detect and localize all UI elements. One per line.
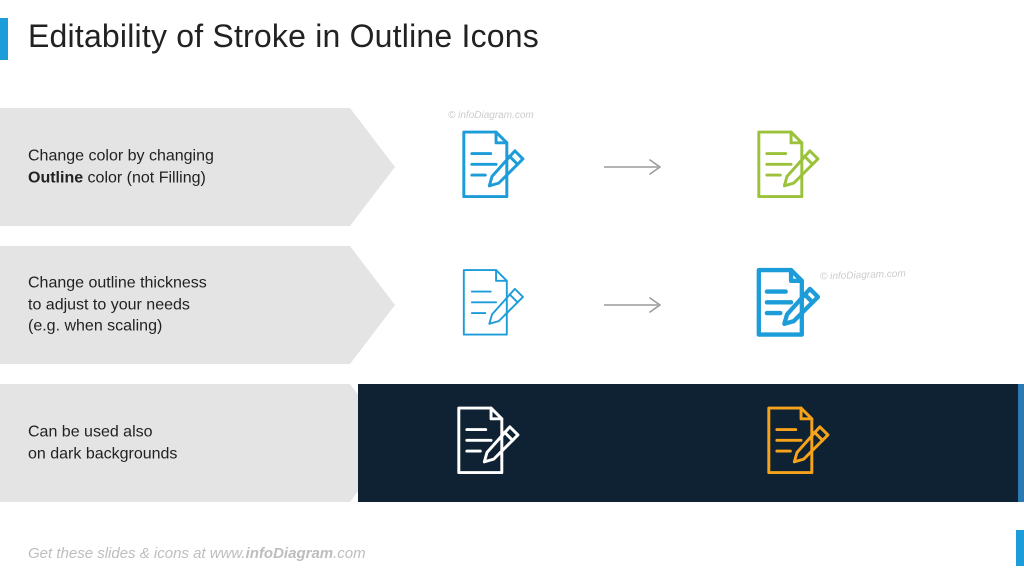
row-text: Can be used alsoon dark backgrounds: [28, 421, 177, 464]
page-title: Editability of Stroke in Outline Icons: [28, 18, 539, 55]
arrow-band: Change outline thicknessto adjust to you…: [0, 246, 380, 364]
row-color-change: Change color by changingOutline color (n…: [0, 108, 1024, 226]
icon-before: [380, 262, 595, 348]
row-dark-background: Can be used alsoon dark backgrounds: [0, 384, 1024, 502]
icon-before: [358, 400, 608, 486]
icon-after: [668, 400, 918, 486]
icon-after: [675, 262, 890, 348]
demo-area: [380, 108, 1024, 226]
demo-area: [380, 246, 1024, 364]
title-accent-bar: [0, 18, 8, 60]
icon-before: [380, 124, 595, 210]
arrow-band: Change color by changingOutline color (n…: [0, 108, 380, 226]
row-edge-accent: [1018, 384, 1024, 502]
row-text: Change outline thicknessto adjust to you…: [28, 273, 207, 338]
transition-arrow: [595, 157, 675, 177]
row-text: Change color by changingOutline color (n…: [28, 145, 214, 188]
demo-area-dark: [358, 384, 1024, 502]
icon-after: [675, 124, 890, 210]
footer-text: Get these slides & icons at www.infoDiag…: [28, 545, 366, 562]
row-thickness-change: Change outline thicknessto adjust to you…: [0, 246, 1024, 364]
transition-arrow: [595, 295, 675, 315]
arrow-band: Can be used alsoon dark backgrounds: [0, 384, 380, 502]
slide: Editability of Stroke in Outline Icons C…: [0, 0, 1024, 576]
footer-accent-bar: [1016, 530, 1024, 566]
